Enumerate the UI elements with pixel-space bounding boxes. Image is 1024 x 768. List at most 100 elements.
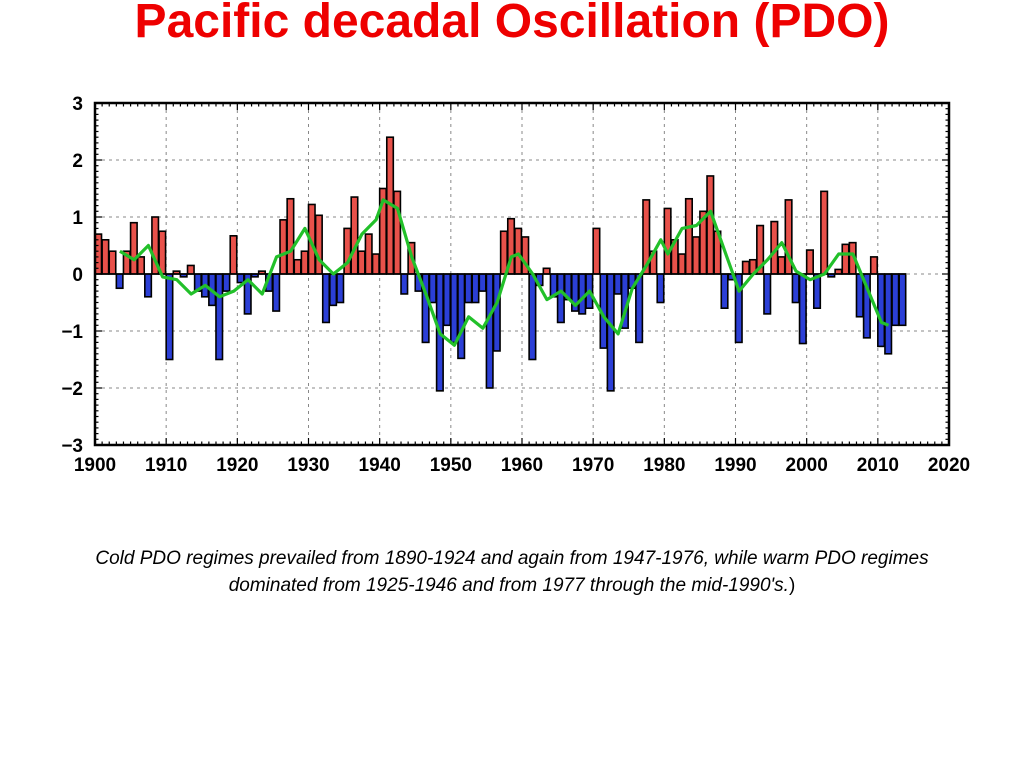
smoothed-line	[119, 198, 890, 347]
caption-line-1: Cold PDO regimes prevailed from 1890-192…	[95, 548, 929, 569]
y-tick-label: −2	[61, 379, 83, 400]
bar	[492, 273, 501, 352]
x-axis: 1900 1910 1920 1930 1940 1950 1960 1970 1980 1990…	[74, 455, 970, 476]
bar	[514, 227, 523, 275]
bar	[677, 253, 686, 275]
bar	[314, 214, 323, 275]
bar	[478, 273, 487, 292]
bar	[763, 273, 772, 315]
bar	[805, 249, 814, 275]
caption-line-2-text: dominated from 1925-1946 and from 1977 t…	[228, 575, 789, 596]
bar	[877, 273, 886, 348]
x-tick-label: 1990	[714, 455, 756, 476]
bar	[457, 273, 466, 360]
bar	[428, 273, 437, 304]
bar	[684, 197, 693, 275]
bar	[329, 273, 338, 307]
bar	[720, 273, 729, 310]
plot-frame	[93, 101, 951, 447]
bar	[898, 273, 907, 327]
bar	[364, 233, 373, 275]
bar	[556, 273, 565, 324]
x-tick-label: 1940	[359, 455, 401, 476]
x-tick-label: 1900	[74, 455, 116, 476]
y-tick-label: 3	[72, 94, 83, 115]
x-tick-label: 1920	[216, 455, 258, 476]
bar	[229, 235, 238, 275]
bar	[706, 175, 715, 275]
bar	[578, 273, 587, 315]
smoothed-pdo-line	[119, 198, 890, 347]
bar	[321, 273, 331, 324]
x-tick-label: 2020	[928, 455, 970, 476]
bar	[635, 273, 644, 344]
bar	[820, 190, 829, 275]
bar	[741, 260, 750, 275]
bar	[101, 239, 110, 275]
bar	[272, 273, 281, 312]
bar	[286, 197, 295, 275]
bar	[144, 273, 153, 298]
bar	[279, 219, 288, 275]
x-tick-label: 1930	[287, 455, 329, 476]
x-tick-label: 2000	[786, 455, 828, 476]
y-tick-label: −1	[61, 322, 83, 343]
bar	[663, 207, 672, 275]
y-axis: 3 2 1 0 −1 −2 −3	[61, 94, 83, 457]
bar	[108, 250, 117, 275]
bar	[464, 273, 473, 304]
bar	[343, 227, 352, 275]
x-tick-label: 1910	[145, 455, 187, 476]
bar	[442, 273, 452, 327]
y-tick-label: 2	[72, 151, 83, 172]
page-title: Pacific decadal Oscillation (PDO)	[134, 0, 890, 48]
bar	[613, 273, 622, 295]
bar	[115, 273, 124, 290]
bar	[485, 273, 494, 389]
bar	[350, 196, 359, 275]
y-tick-label: 0	[72, 265, 83, 286]
bar	[606, 273, 615, 392]
bar	[165, 273, 174, 361]
bar	[393, 190, 402, 275]
x-tick-label: 1980	[643, 455, 685, 476]
bar	[542, 267, 551, 275]
bar	[293, 258, 302, 275]
x-tick-label: 2010	[857, 455, 899, 476]
bar	[336, 273, 345, 304]
x-tick-label: 1960	[501, 455, 543, 476]
bar	[136, 256, 146, 275]
bar	[691, 236, 701, 275]
bar	[371, 253, 380, 275]
bar	[400, 273, 409, 295]
bar	[592, 227, 601, 275]
x-tick-label: 1950	[430, 455, 472, 476]
bar	[791, 273, 800, 304]
bar	[450, 273, 459, 344]
bar	[186, 264, 195, 275]
bar	[222, 273, 231, 292]
bar	[869, 256, 879, 275]
bars	[94, 136, 907, 392]
caption-close-paren: )	[788, 575, 796, 596]
bar	[236, 273, 245, 284]
bar	[891, 273, 900, 327]
x-tick-label: 1970	[572, 455, 614, 476]
bar	[884, 273, 893, 355]
caption: Cold PDO regimes prevailed from 1890-192…	[0, 545, 1024, 599]
caption-line-2: dominated from 1925-1946 and from 1977 t…	[0, 572, 1024, 599]
y-tick-label: 1	[72, 208, 83, 229]
bar	[841, 243, 850, 275]
bar	[471, 273, 480, 304]
bar	[656, 273, 665, 304]
bar	[499, 230, 508, 275]
bar	[798, 273, 807, 345]
bar	[215, 273, 224, 361]
bar	[357, 250, 366, 275]
bar	[855, 273, 864, 318]
bar	[777, 256, 786, 275]
y-tick-label: −3	[61, 436, 83, 457]
bar	[300, 250, 309, 275]
bar	[528, 273, 537, 361]
